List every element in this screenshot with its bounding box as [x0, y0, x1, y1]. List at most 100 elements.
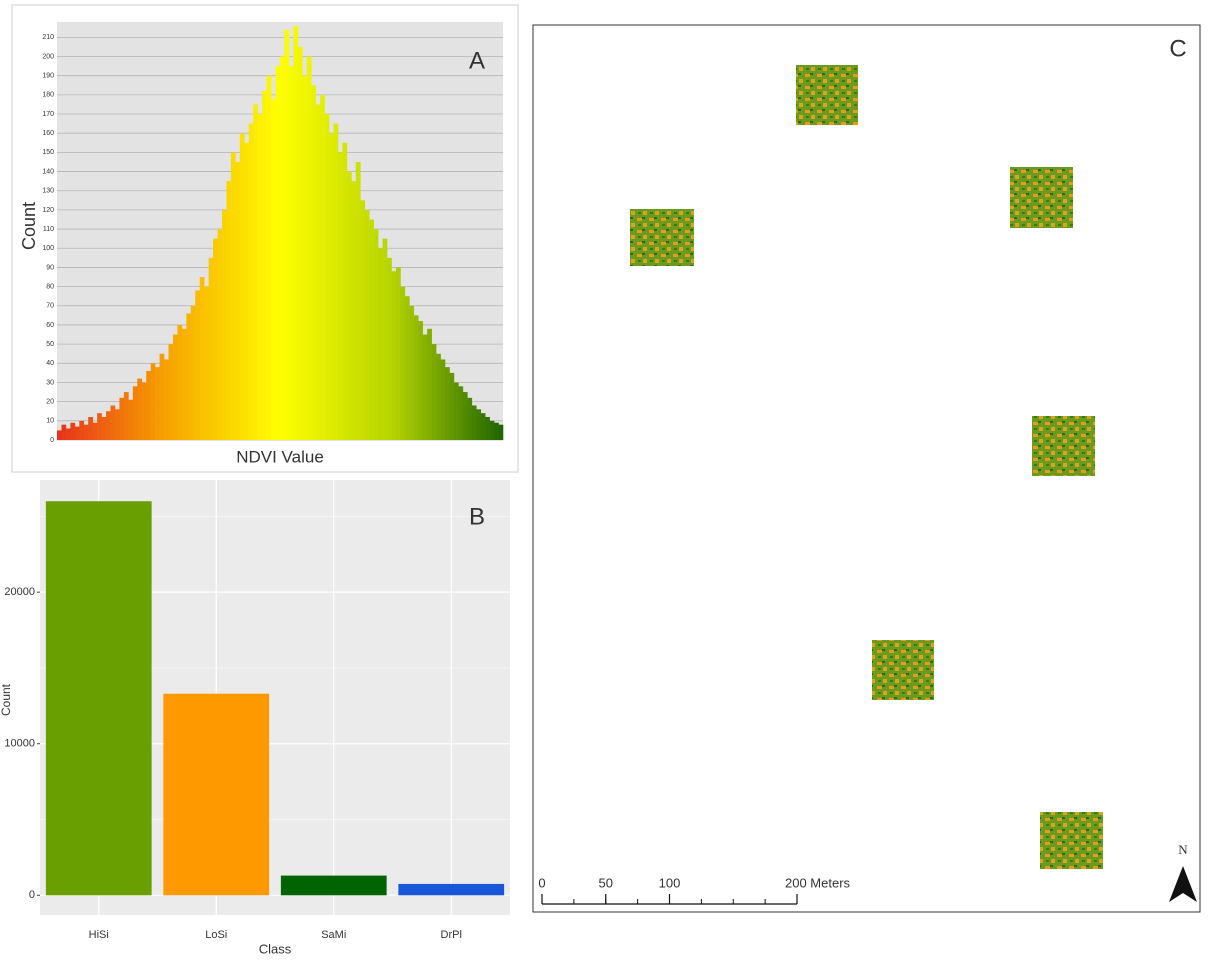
histogram-bar: [347, 172, 352, 440]
histogram-bar: [226, 181, 231, 440]
histogram-bar: [102, 417, 107, 440]
histogram-bar: [124, 392, 129, 440]
histogram-bar: [396, 267, 401, 440]
histogram-bar: [436, 354, 441, 440]
histogram-bar: [231, 152, 236, 440]
y-axis-title: Count: [0, 683, 13, 716]
y-tick-label: 160: [42, 130, 54, 137]
histogram-bar: [218, 229, 223, 440]
histogram-bar: [75, 427, 80, 440]
histogram-bar: [79, 421, 84, 440]
histogram-bar: [476, 409, 481, 440]
x-tick-label: HiSi: [89, 929, 109, 941]
histogram-bar: [276, 66, 281, 440]
histogram-bar: [342, 143, 347, 440]
histogram-bar: [481, 413, 486, 440]
histogram-bar: [485, 417, 490, 440]
histogram-bar: [111, 405, 116, 440]
histogram-bar: [115, 409, 120, 440]
histogram-bar: [298, 47, 303, 440]
histogram-bar: [155, 367, 160, 440]
y-tick-label: 170: [42, 111, 54, 118]
panel-c-frame: [533, 25, 1200, 912]
y-tick-label: 90: [46, 264, 54, 271]
histogram-bar: [445, 367, 450, 440]
histogram-bar: [182, 329, 187, 440]
histogram-bar: [258, 114, 263, 440]
histogram-bar: [61, 425, 66, 440]
histogram-bar: [177, 325, 182, 440]
histogram-bar: [164, 359, 169, 440]
histogram-bar: [213, 239, 218, 440]
histogram-bar: [432, 344, 437, 440]
histogram-bar: [383, 239, 388, 440]
histogram-bar: [160, 354, 165, 440]
histogram-bar: [454, 382, 459, 440]
histogram-bar: [195, 290, 200, 440]
y-tick-label: 100: [42, 245, 54, 252]
histogram-bar: [414, 315, 419, 440]
histogram-bar: [289, 66, 294, 440]
y-tick-label: 20: [46, 398, 54, 405]
patch: [1032, 416, 1095, 476]
y-axis-title: Count: [19, 202, 39, 250]
scale-label: 0: [538, 875, 545, 890]
histogram-bar: [325, 114, 330, 440]
histogram-bar: [472, 405, 477, 440]
bar: [46, 501, 152, 895]
histogram-bar: [423, 335, 428, 440]
patch: [872, 640, 934, 700]
histogram-bar: [409, 306, 414, 440]
histogram-bar: [142, 382, 147, 440]
histogram-bar: [262, 91, 267, 440]
histogram-bar: [400, 287, 405, 440]
y-tick-label: 130: [42, 188, 54, 195]
patch: [630, 209, 694, 266]
x-tick-label: DrPl: [441, 929, 462, 941]
histogram-bar: [204, 287, 209, 440]
histogram-bar: [320, 95, 325, 440]
bar: [281, 876, 387, 896]
histogram-bar: [169, 344, 174, 440]
panel-label: B: [469, 503, 485, 530]
histogram-bar: [356, 162, 361, 440]
histogram-bar: [392, 271, 397, 440]
histogram-bar: [222, 210, 227, 440]
y-tick-label: 40: [46, 360, 54, 367]
histogram-bar: [88, 417, 93, 440]
histogram-bar: [119, 398, 124, 440]
y-tick-label: 10: [46, 418, 54, 425]
histogram-bar: [334, 124, 339, 440]
x-tick-label: SaMi: [321, 929, 346, 941]
histogram-bar: [173, 335, 178, 440]
y-tick-label: 210: [42, 34, 54, 41]
figure: 0102030405060708090100110120130140150160…: [0, 0, 1210, 957]
histogram-bar: [365, 210, 370, 440]
histogram-bar: [209, 258, 214, 440]
patch: [1040, 812, 1103, 869]
y-tick-label: 190: [42, 73, 54, 80]
histogram-bar: [360, 200, 365, 440]
histogram-bar: [316, 104, 321, 440]
histogram-bar: [151, 363, 156, 440]
histogram-bar: [449, 373, 454, 440]
histogram-bar: [240, 133, 245, 440]
histogram-bar: [329, 133, 334, 440]
y-tick-label: 60: [46, 322, 54, 329]
histogram-bar: [369, 219, 374, 440]
histogram-bar: [244, 143, 249, 440]
histogram-bar: [302, 76, 307, 440]
histogram-bar: [280, 57, 285, 440]
histogram-bar: [57, 430, 62, 440]
histogram-bar: [467, 398, 472, 440]
histogram-bar: [490, 421, 495, 440]
y-tick-label: 110: [43, 226, 54, 233]
histogram-bar: [463, 392, 468, 440]
y-tick-label: 150: [42, 149, 54, 156]
histogram-bar: [293, 26, 298, 440]
histogram-bar: [93, 423, 98, 440]
histogram-bar: [146, 371, 151, 440]
y-tick-label: 30: [46, 379, 54, 386]
histogram-bar: [235, 162, 240, 440]
histogram-bar: [374, 229, 379, 440]
